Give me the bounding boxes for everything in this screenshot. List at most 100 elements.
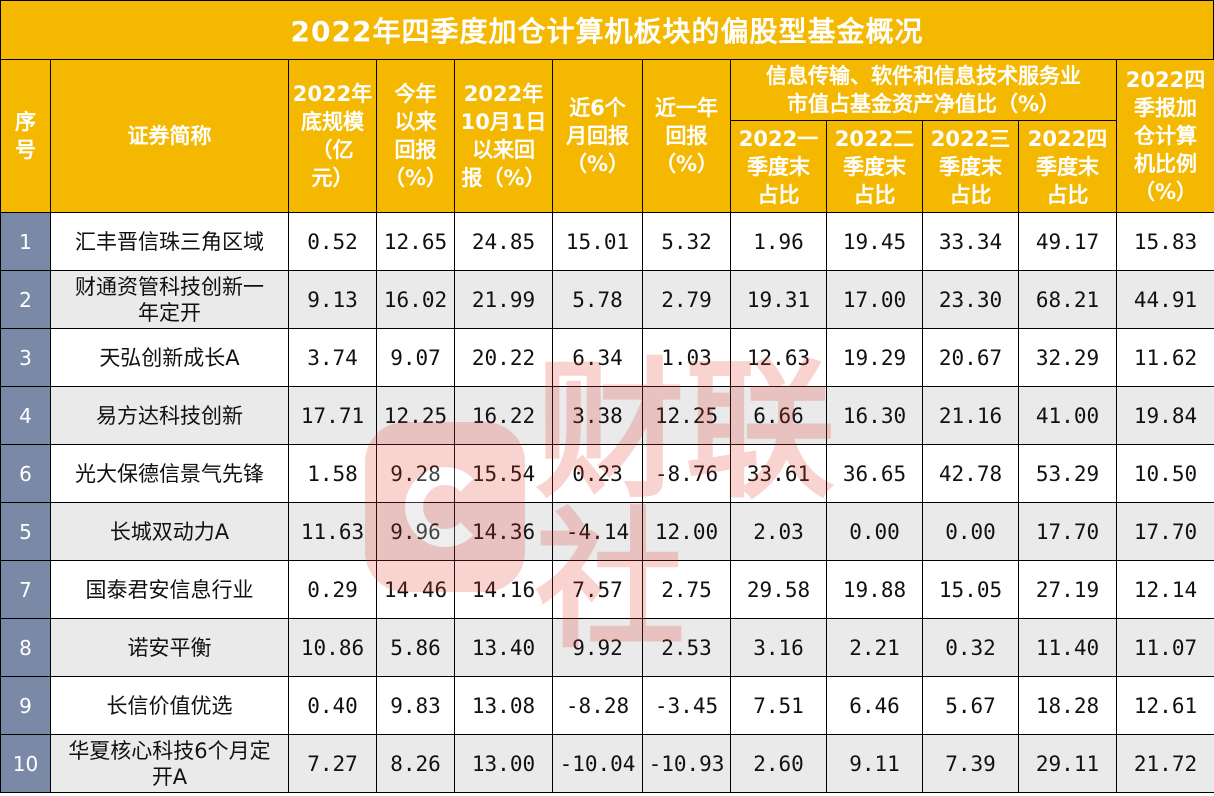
- cell-q2: 9.11: [826, 734, 923, 793]
- header-line: 季度末: [747, 154, 810, 179]
- row-seq: 5: [0, 502, 51, 561]
- fund-name-line: 诺安平衡: [127, 635, 212, 660]
- cell-q3: 0.00: [922, 502, 1019, 561]
- cell-scale: 0.52: [288, 212, 377, 271]
- cell-since-oct: 20.22: [454, 328, 553, 387]
- cell-six-month: -10.04: [552, 734, 643, 793]
- fund-name-line: 长城双动力A: [109, 519, 230, 544]
- table-row: 9 长信价值优选 0.40 9.83 13.08 -8.28 -3.45 7.51 6.46 5.…: [0, 676, 1214, 735]
- cell-six-month: 3.38: [552, 386, 643, 445]
- header-line: 占比: [1046, 182, 1089, 207]
- row-seq: 2: [0, 270, 51, 329]
- cell-since-oct: 13.00: [454, 734, 553, 793]
- table-row: 8 诺安平衡 10.86 5.86 13.40 9.92 2.53 3.16 2.21 0.32 1…: [0, 618, 1214, 677]
- header-q2: 2022二 季度末 占比: [826, 120, 923, 213]
- header-line: 2022年: [292, 82, 373, 106]
- header-line: 月回报: [566, 124, 629, 148]
- cell-q3: 5.67: [922, 676, 1019, 735]
- row-seq: 4: [0, 386, 51, 445]
- header-line: 近6个: [569, 96, 626, 120]
- cell-q4: 68.21: [1018, 270, 1117, 329]
- cell-q1: 29.58: [730, 560, 827, 619]
- header-line: 序: [15, 110, 36, 134]
- row-seq: 8: [0, 618, 51, 677]
- cell-q4: 53.29: [1018, 444, 1117, 503]
- row-fund-name: 国泰君安信息行业: [50, 560, 289, 619]
- header-line: 回报: [665, 124, 708, 148]
- cell-q4: 11.40: [1018, 618, 1117, 677]
- cell-q3: 23.30: [922, 270, 1019, 329]
- header-line: 以来回: [472, 138, 535, 162]
- cell-one-year: -10.93: [642, 734, 731, 793]
- cell-six-month: 0.23: [552, 444, 643, 503]
- header-line: （%）: [383, 166, 448, 190]
- cell-one-year: 2.75: [642, 560, 731, 619]
- cell-q3: 33.34: [922, 212, 1019, 271]
- cell-q2: 19.29: [826, 328, 923, 387]
- page-title: 2022年四季度加仓计算机板块的偏股型基金概况: [0, 0, 1214, 60]
- cell-q1: 2.03: [730, 502, 827, 561]
- cell-ytd: 14.46: [376, 560, 455, 619]
- header-line: 证券简称: [127, 124, 212, 148]
- cell-q4-add: 12.61: [1116, 676, 1214, 735]
- cell-scale: 10.86: [288, 618, 377, 677]
- cell-ytd: 9.83: [376, 676, 455, 735]
- cell-one-year: 12.00: [642, 502, 731, 561]
- header-seq: 序号: [0, 59, 51, 213]
- table-row: 6 光大保德信景气先锋 1.58 9.28 15.54 0.23 -8.76 33.61 36.…: [0, 444, 1214, 503]
- cell-six-month: 7.57: [552, 560, 643, 619]
- header-since-oct: 2022年 10月1日 以来回 报（%）: [454, 59, 553, 213]
- cell-q2: 0.00: [826, 502, 923, 561]
- header-scale: 2022年 底规模 （亿 元）: [288, 59, 377, 213]
- cell-one-year: -3.45: [642, 676, 731, 735]
- cell-one-year: 2.53: [642, 618, 731, 677]
- cell-q4: 41.00: [1018, 386, 1117, 445]
- row-fund-name: 汇丰晋信珠三角区域: [50, 212, 289, 271]
- header-line: （%）: [565, 152, 630, 176]
- cell-six-month: -4.14: [552, 502, 643, 561]
- cell-one-year: -8.76: [642, 444, 731, 503]
- cell-q1: 33.61: [730, 444, 827, 503]
- cell-ytd: 12.25: [376, 386, 455, 445]
- header-line: 号: [15, 138, 36, 162]
- header-name: 证券简称: [50, 59, 289, 213]
- header-line: 市值占基金资产净值比（%）: [786, 92, 1061, 116]
- row-fund-name: 长信价值优选: [50, 676, 289, 735]
- fund-name-line: 易方达科技创新: [96, 403, 243, 428]
- cell-scale: 17.71: [288, 386, 377, 445]
- header-q3: 2022三 季度末 占比: [922, 120, 1019, 213]
- header-line: 2022一: [738, 126, 819, 151]
- table-row: 5 长城双动力A 11.63 9.96 14.36 -4.14 12.00 2.03 0.00 0…: [0, 502, 1214, 561]
- header-line: 季度末: [843, 154, 906, 179]
- cell-q4: 49.17: [1018, 212, 1117, 271]
- cell-q4-add: 19.84: [1116, 386, 1214, 445]
- table-row: 7 国泰君安信息行业 0.29 14.46 14.16 7.57 2.75 29.58 19.8…: [0, 560, 1214, 619]
- cell-ytd: 5.86: [376, 618, 455, 677]
- header-line: 回报: [394, 138, 437, 162]
- cell-q3: 0.32: [922, 618, 1019, 677]
- cell-q3: 20.67: [922, 328, 1019, 387]
- header-line: 报（%）: [461, 166, 546, 190]
- cell-ytd: 9.28: [376, 444, 455, 503]
- header-ytd: 今年 以来 回报 （%）: [376, 59, 455, 213]
- header-line: 2022四: [1027, 126, 1108, 151]
- header-line: 2022四: [1125, 68, 1206, 92]
- cell-q4: 32.29: [1018, 328, 1117, 387]
- row-seq: 6: [0, 444, 51, 503]
- cell-q2: 17.00: [826, 270, 923, 329]
- fund-name-line: 年定开: [138, 300, 201, 325]
- cell-q4: 27.19: [1018, 560, 1117, 619]
- row-seq: 10: [0, 734, 51, 793]
- row-seq: 7: [0, 560, 51, 619]
- cell-scale: 0.40: [288, 676, 377, 735]
- header-line: 10月1日: [460, 110, 547, 134]
- row-fund-name: 光大保德信景气先锋: [50, 444, 289, 503]
- header-line: 仓计算: [1134, 124, 1197, 148]
- row-seq: 9: [0, 676, 51, 735]
- cell-q2: 36.65: [826, 444, 923, 503]
- header-line: 2022二: [834, 126, 915, 151]
- fund-name-line: 财通资管科技创新一: [75, 274, 264, 299]
- row-fund-name: 诺安平衡: [50, 618, 289, 677]
- cell-scale: 1.58: [288, 444, 377, 503]
- header-line: 近一年: [655, 96, 718, 120]
